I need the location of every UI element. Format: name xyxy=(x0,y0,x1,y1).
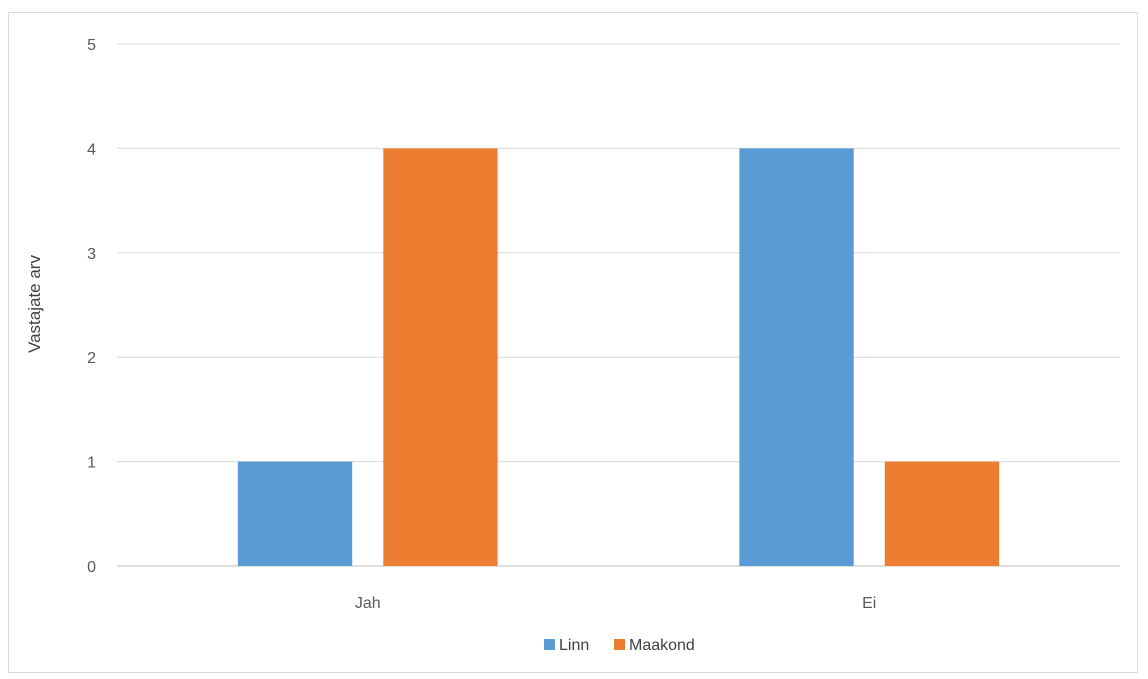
legend-label-maakond: Maakond xyxy=(629,637,695,654)
x-axis-ticks: Jah Ei xyxy=(355,595,877,612)
y-tick-label: 3 xyxy=(87,246,96,263)
bar-linn-ei xyxy=(739,148,854,566)
y-tick-label: 5 xyxy=(87,37,96,54)
bars xyxy=(237,148,1000,566)
y-axis-title: Vastajate arv xyxy=(25,255,44,353)
x-tick-label: Jah xyxy=(355,595,381,612)
legend-swatch-maakond xyxy=(614,639,625,650)
y-tick-label: 1 xyxy=(87,455,96,472)
legend: Linn Maakond xyxy=(544,637,695,654)
y-tick-label: 2 xyxy=(87,350,96,367)
legend-swatch-linn xyxy=(544,639,555,650)
y-axis-ticks: 0 1 2 3 4 5 xyxy=(87,37,96,576)
bar-linn-jah xyxy=(237,461,353,566)
legend-label-linn: Linn xyxy=(559,637,589,654)
x-tick-label: Ei xyxy=(862,595,876,612)
bar-maakond-ei xyxy=(884,461,1000,566)
y-tick-label: 0 xyxy=(87,559,96,576)
y-tick-label: 4 xyxy=(87,141,96,158)
bar-maakond-jah xyxy=(383,148,498,566)
